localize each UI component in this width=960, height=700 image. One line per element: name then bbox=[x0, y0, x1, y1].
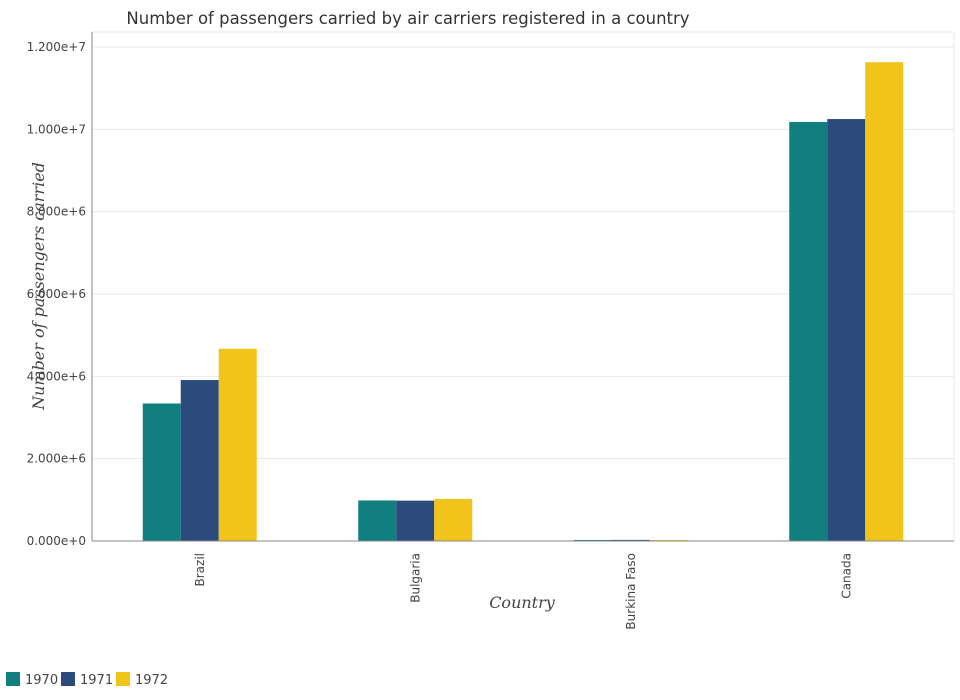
legend-swatch bbox=[116, 672, 130, 686]
y-tick-labels: 0.000e+0 2.000e+6 4.000e+6 6.000e+6 8.000e+6… bbox=[27, 40, 86, 548]
x-tick-labels: Brazil Bulgaria Burkina Faso Canada bbox=[193, 553, 854, 630]
y-tick-label: 6.000e+6 bbox=[27, 287, 86, 301]
bar-1972-brazil bbox=[218, 348, 257, 541]
x-tick-label: Brazil bbox=[193, 553, 207, 587]
bar-1970-brazil bbox=[142, 403, 181, 541]
bar-1970-canada bbox=[789, 121, 828, 541]
legend-swatch bbox=[6, 672, 20, 686]
y-axis-label: Number of passengers carried bbox=[29, 162, 48, 411]
y-tick-label: 4.000e+6 bbox=[27, 369, 86, 383]
bar-1971-canada bbox=[827, 119, 866, 542]
bar-1971-burkina-faso bbox=[611, 539, 650, 541]
y-tick-label: 0.000e+0 bbox=[27, 534, 86, 548]
bar-1972-bulgaria bbox=[434, 499, 473, 541]
y-tick-label: 8.000e+6 bbox=[27, 205, 86, 219]
bar-1970-burkina-faso bbox=[573, 539, 612, 541]
x-axis-label: Country bbox=[489, 593, 556, 612]
legend: 1970 1971 1972 bbox=[6, 672, 168, 688]
x-tick-label: Bulgaria bbox=[408, 553, 422, 603]
x-tick-label: Canada bbox=[839, 553, 853, 599]
bar-1971-bulgaria bbox=[396, 500, 435, 541]
y-tick-label: 1.200e+7 bbox=[27, 40, 86, 54]
legend-label: 1970 bbox=[25, 673, 58, 688]
x-tick-label: Burkina Faso bbox=[624, 553, 638, 630]
y-tick-label: 2.000e+6 bbox=[27, 452, 86, 466]
bar-1970-bulgaria bbox=[358, 500, 397, 541]
y-tick-label: 1.000e+7 bbox=[27, 122, 86, 136]
legend-label: 1972 bbox=[135, 673, 168, 688]
legend-label: 1971 bbox=[80, 673, 113, 688]
bars bbox=[142, 62, 904, 542]
bar-1971-brazil bbox=[180, 380, 219, 541]
legend-swatch bbox=[61, 672, 75, 686]
bar-1972-canada bbox=[865, 62, 904, 542]
chart-title: Number of passengers carried by air carr… bbox=[126, 9, 689, 28]
